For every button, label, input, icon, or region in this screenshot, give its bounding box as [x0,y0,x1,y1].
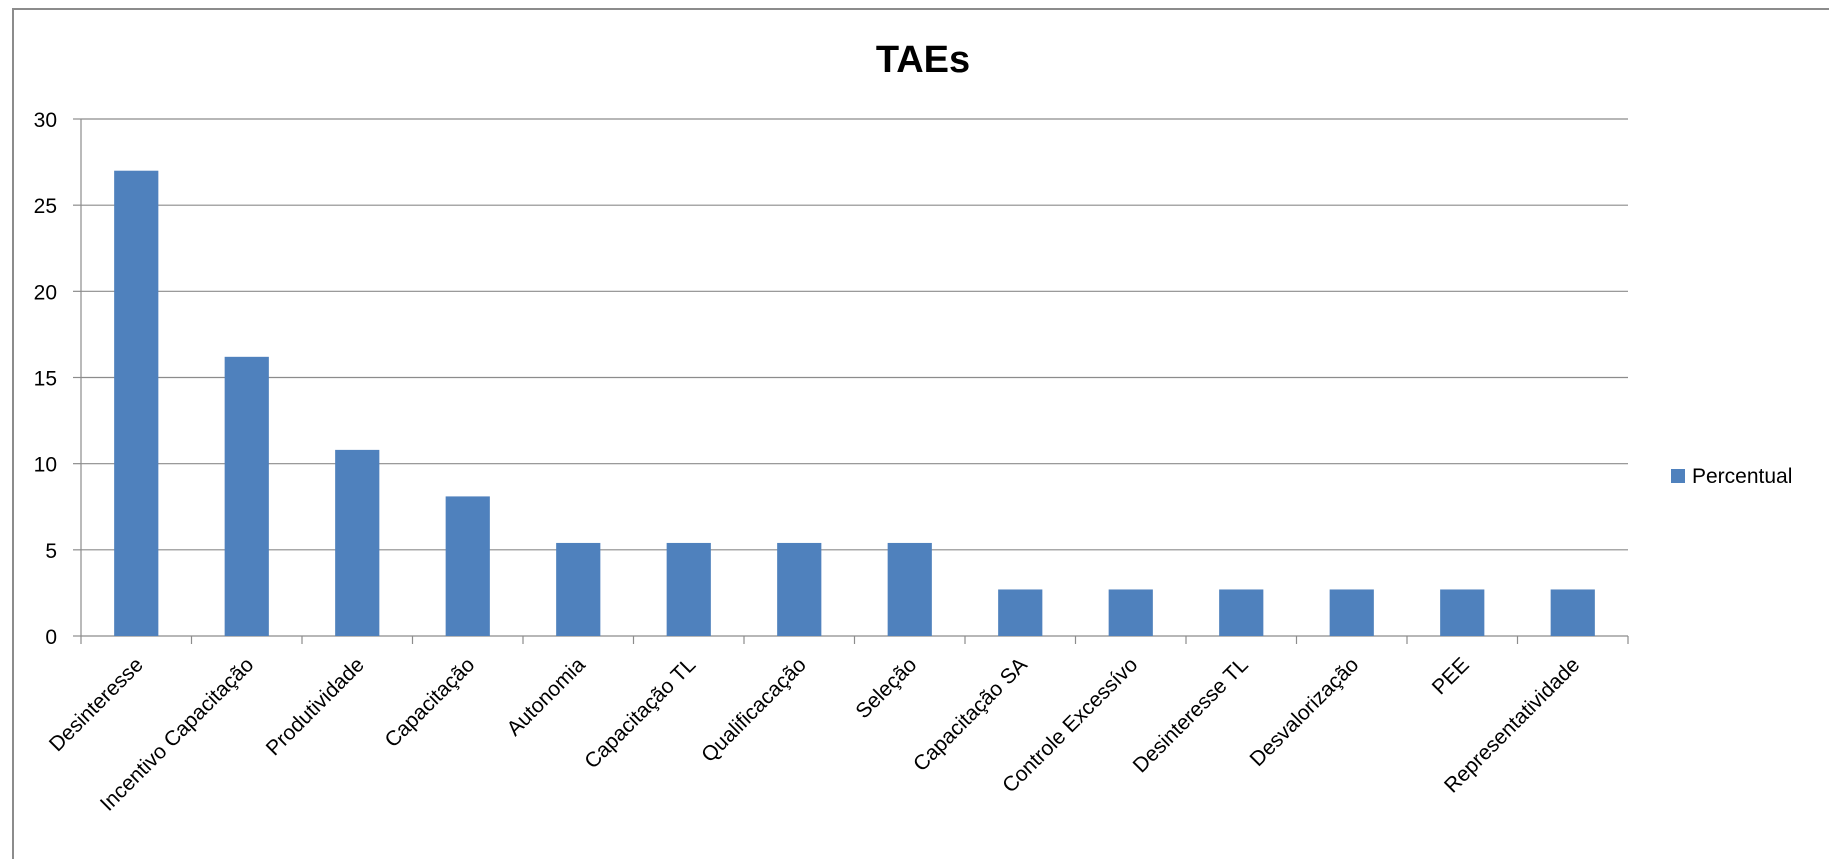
y-tick-label: 30 [34,109,57,132]
x-tick-label: Capacitação SA [909,653,1032,776]
bar-5 [666,542,711,636]
bar-3 [445,496,490,636]
x-tick-label: Autonomia [503,653,590,740]
chart-frame [12,8,1829,859]
bar-6 [777,542,822,636]
x-tick-label: Capacitação [380,653,479,752]
x-tick-label: Desvalorização [1245,653,1363,771]
bar-2 [335,449,380,636]
axes [73,118,1629,644]
bar-1 [224,356,269,636]
y-tick-label: 15 [34,368,57,391]
y-tick-label: 0 [45,626,57,649]
bar-4 [556,542,601,636]
x-tick-label: PEE [1428,653,1474,699]
bar-7 [887,542,932,636]
x-tick-label: Seleção [851,653,921,723]
x-tick-label: Produtividade [262,653,369,760]
bar-12 [1440,589,1485,636]
x-tick-label: Capacitação TL [580,653,700,773]
y-tick-label: 25 [34,195,57,218]
legend: Percentual [1671,465,1792,488]
x-tick-label: Desinteresse TL [1129,653,1253,777]
legend-label-percentual: Percentual [1692,465,1792,488]
y-tick-labels: 0 5 10 15 20 25 30 [34,109,57,649]
y-tick-label: 5 [45,540,57,563]
legend-swatch-percentual [1671,469,1685,483]
bar-11 [1329,589,1374,636]
bars [114,170,1595,636]
bar-0 [114,170,159,636]
chart-title: TAEs [876,39,970,81]
bar-10 [1219,589,1264,636]
bar-8 [998,589,1043,636]
y-tick-label: 10 [34,454,57,477]
bar-13 [1550,589,1595,636]
x-tick-label: Qualificacação [697,653,811,767]
y-tick-label: 20 [34,281,57,304]
gridlines [81,118,1628,551]
x-tick-label: Desinteresse [45,653,148,756]
bar-9 [1108,589,1153,636]
